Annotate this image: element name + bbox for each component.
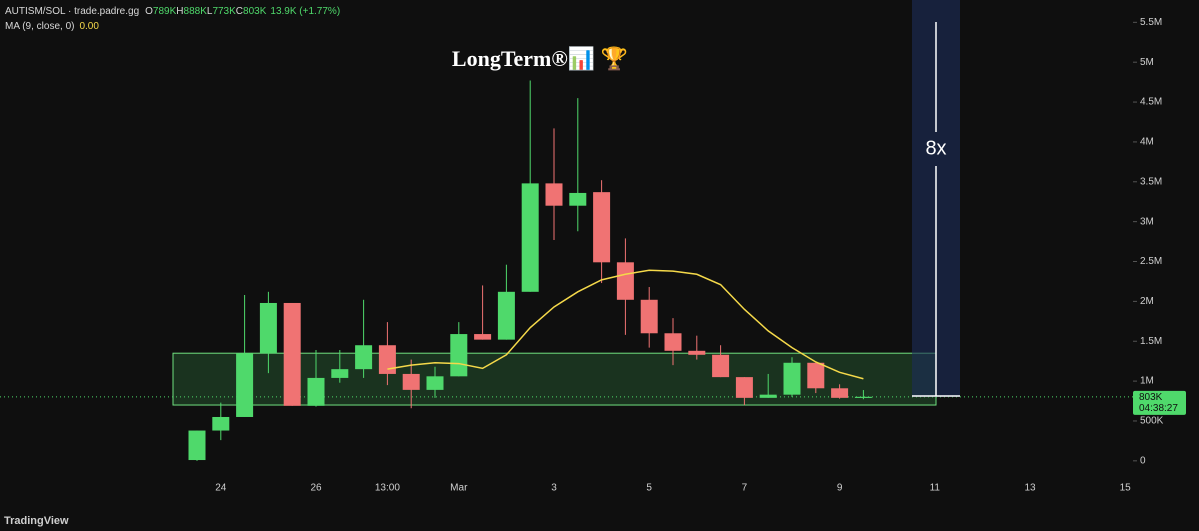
indicator-name: MA (9, close, 0) <box>5 21 74 32</box>
candle-body <box>450 334 468 377</box>
ohlc-value: 773K <box>212 6 236 17</box>
x-tick-label: 13 <box>1024 483 1036 494</box>
x-tick-label: 3 <box>551 483 557 494</box>
candle-body <box>307 377 325 406</box>
y-tick-label: 2M <box>1140 296 1154 307</box>
y-tick-label: 1M <box>1140 376 1154 387</box>
ohlc-value: 888K <box>184 6 208 17</box>
candle-body <box>569 192 587 206</box>
candle-body <box>212 416 230 431</box>
y-tick-label: 3M <box>1140 216 1154 227</box>
candle-body <box>188 430 206 461</box>
x-tick-label: 26 <box>310 483 322 494</box>
y-tick-label: 4M <box>1140 137 1154 148</box>
candle-body <box>259 302 277 354</box>
y-tick-label: 500K <box>1140 416 1164 427</box>
y-tick-label: 5M <box>1140 57 1154 68</box>
symbol: AUTISM/SOL · trade.padre.gg <box>5 6 139 17</box>
annotation: 8x <box>925 137 946 159</box>
ohlc-label: O <box>145 6 153 17</box>
candle-body <box>521 183 539 292</box>
indicator-value: 0.00 <box>79 21 99 32</box>
candle-body <box>236 353 254 417</box>
y-tick-label: 4.5M <box>1140 97 1162 108</box>
candle-body <box>355 345 373 370</box>
ohlc-label: H <box>176 6 183 17</box>
change: 13.9K (+1.77%) <box>270 6 340 17</box>
brand: TradingView <box>4 515 69 527</box>
y-tick-label: 3.5M <box>1140 176 1162 187</box>
candle-body <box>593 192 611 263</box>
x-tick-label: 7 <box>742 483 748 494</box>
legend-line: MA (9, close, 0) 0.00 <box>5 21 99 32</box>
candle-body <box>283 302 301 406</box>
x-tick-label: 5 <box>646 483 652 494</box>
candle-body <box>735 377 753 398</box>
ohlc-value: 789K <box>153 6 177 17</box>
candle-body <box>378 345 396 374</box>
candle-body <box>783 362 801 395</box>
countdown: 04:38:27 <box>1139 403 1178 414</box>
ohlc-label: L <box>207 6 213 17</box>
candle-body <box>616 262 634 300</box>
y-tick-label: 0 <box>1140 455 1146 466</box>
candle-body <box>497 291 515 340</box>
candle-body <box>664 333 682 351</box>
candle-body <box>831 388 849 398</box>
ohlc-label: C <box>236 6 243 17</box>
x-tick-label: Mar <box>450 483 468 494</box>
x-tick-label: 11 <box>930 483 941 494</box>
x-tick-label: 24 <box>215 483 227 494</box>
ma-line <box>387 269 864 380</box>
candle-body <box>688 350 706 355</box>
x-tick-label: 15 <box>1120 483 1132 494</box>
y-tick-label: 1.5M <box>1140 336 1162 347</box>
candle-body <box>331 369 349 378</box>
price-label-box <box>1133 390 1186 415</box>
x-tick-label: 13:00 <box>375 483 400 494</box>
chart-title: LongTerm®📊 🏆 <box>452 46 628 71</box>
y-tick-label: 5.5M <box>1140 17 1162 28</box>
candle-body <box>759 394 777 398</box>
candle-body <box>712 354 730 378</box>
candle-body <box>402 373 420 390</box>
y-tick-label: 2.5M <box>1140 256 1162 267</box>
candle-body <box>545 183 563 206</box>
candle-body <box>474 334 492 340</box>
candle-body <box>854 396 872 398</box>
x-tick-label: 9 <box>837 483 843 494</box>
legend: AUTISM/SOL · trade.padre.gg O789KH888KL77… <box>5 6 340 32</box>
candle-body <box>807 362 825 389</box>
price-label: 803K <box>1139 392 1163 403</box>
candle-body <box>426 376 444 390</box>
legend-line: AUTISM/SOL · trade.padre.gg O789KH888KL77… <box>5 6 340 17</box>
candle-body <box>640 299 658 334</box>
ohlc-value: 803K <box>243 6 267 17</box>
